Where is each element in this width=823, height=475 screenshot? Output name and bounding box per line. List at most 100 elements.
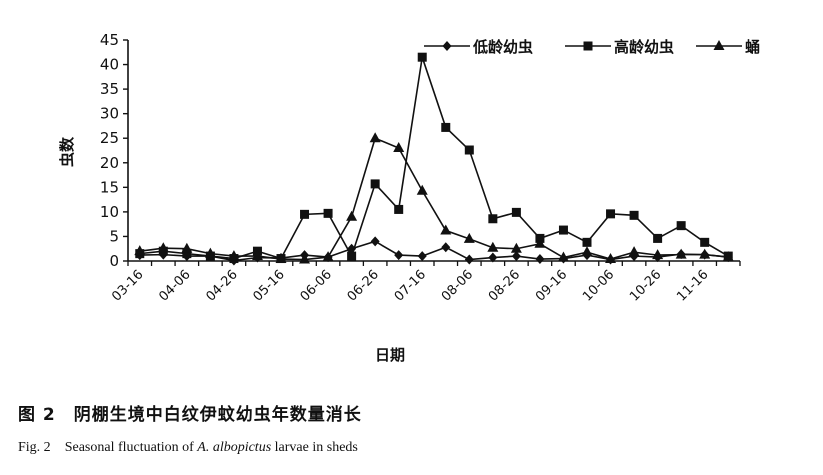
x-tick-label: 09-16: [533, 267, 570, 304]
caption-text-english-1: Seasonal fluctuation of: [64, 440, 198, 455]
y-axis-label: 虫数: [58, 136, 76, 167]
axes: [127, 40, 740, 262]
data-point-diamond: [394, 250, 404, 261]
y-tick-label: 5: [109, 227, 119, 245]
x-tick-label: 04-06: [156, 267, 193, 304]
y-tick-label: 25: [100, 129, 119, 147]
series-layer: [134, 52, 734, 266]
series-line-square: [139, 56, 729, 260]
y-tick-label: 45: [100, 31, 119, 49]
x-axis-ticks: 03-16 04-06 04-26 05-16 06-06 06-26 07-16 08-06…: [109, 261, 741, 305]
data-point-triangle: [722, 251, 734, 262]
series-triangle: [134, 132, 734, 264]
data-point-triangle: [369, 132, 381, 143]
data-point-triangle: [652, 249, 664, 260]
data-point-triangle: [157, 242, 169, 253]
x-tick-label: 11-16: [674, 267, 711, 304]
data-point-triangle: [393, 142, 405, 153]
legend: 低龄幼虫 高龄幼虫 蛹: [424, 38, 760, 56]
data-point-triangle: [557, 251, 569, 262]
figure-caption-english: Fig. 2 Seasonal fluctuation of A. albopic…: [18, 440, 358, 456]
data-point-square: [370, 179, 380, 189]
data-point-triangle: [228, 250, 240, 261]
x-tick-label: 06-06: [298, 267, 335, 304]
x-tick-label: 08-26: [486, 267, 523, 304]
data-point-triangle: [416, 184, 428, 195]
legend-label: 蛹: [745, 38, 760, 56]
x-tick-label: 10-06: [580, 267, 617, 304]
data-point-square: [417, 52, 427, 62]
y-axis-ticks: 0 5 10 15 20 25 30 35 40 45: [100, 31, 128, 270]
data-point-triangle: [251, 250, 263, 261]
data-point-square: [558, 225, 568, 235]
data-point-triangle: [322, 251, 334, 262]
data-point-diamond: [464, 254, 474, 265]
data-point-diamond: [417, 251, 427, 262]
data-point-square: [347, 251, 357, 261]
legend-marker-square: [583, 41, 593, 51]
data-point-triangle: [581, 246, 593, 257]
data-point-square: [676, 221, 686, 231]
data-point-square: [511, 207, 521, 217]
data-point-square: [182, 249, 192, 259]
data-point-triangle: [299, 253, 311, 264]
legend-label: 低龄幼虫: [472, 38, 533, 56]
data-point-square: [394, 204, 404, 214]
x-tick-label: 08-06: [439, 267, 476, 304]
caption-text-chinese: 阴棚生境中白纹伊蚊幼虫年数量消长: [73, 405, 362, 425]
y-tick-label: 10: [100, 203, 119, 221]
data-point-square: [582, 237, 592, 247]
data-point-triangle: [699, 248, 711, 259]
data-point-square: [300, 209, 310, 219]
legend-marker-triangle: [713, 40, 725, 50]
y-tick-label: 40: [100, 56, 119, 74]
data-point-square: [323, 208, 333, 218]
data-point-triangle: [510, 242, 522, 253]
data-point-diamond: [488, 252, 498, 263]
x-tick-label: 04-26: [203, 267, 240, 304]
x-tick-label: 03-16: [109, 267, 146, 304]
data-point-triangle: [440, 224, 452, 235]
figure-caption-chinese: 图 2 阴棚生境中白纹伊蚊幼虫年数量消长: [18, 400, 362, 425]
data-point-square: [653, 233, 663, 243]
data-point-triangle: [463, 232, 475, 243]
legend-label: 高龄幼虫: [614, 38, 674, 56]
data-point-triangle: [605, 253, 617, 264]
series-square: [135, 52, 733, 264]
y-tick-label: 20: [100, 154, 119, 172]
data-point-triangle: [181, 242, 193, 253]
data-point-triangle: [487, 241, 499, 252]
caption-text-english-2: larvae in sheds: [271, 440, 358, 455]
data-point-diamond: [441, 242, 451, 253]
data-point-square: [700, 237, 710, 247]
legend-item-square: 高龄幼虫: [565, 38, 674, 56]
data-point-triangle: [675, 248, 687, 259]
x-tick-label: 10-26: [627, 267, 664, 304]
data-point-triangle: [628, 246, 640, 257]
series-line-triangle: [139, 137, 729, 261]
y-tick-label: 35: [100, 80, 119, 98]
legend-item-diamond: 低龄幼虫: [424, 38, 533, 56]
data-point-square: [464, 145, 474, 155]
data-point-triangle: [534, 237, 546, 248]
x-tick-label: 06-26: [345, 267, 382, 304]
x-axis-label: 日期: [375, 346, 405, 364]
figure-number-english: Fig. 2: [18, 440, 51, 455]
y-tick-label: 15: [100, 178, 119, 196]
data-point-square: [488, 214, 498, 224]
x-tick-label: 07-16: [392, 267, 429, 304]
x-tick-label: 05-16: [251, 267, 288, 304]
data-point-square: [606, 209, 616, 219]
data-point-diamond: [511, 251, 521, 262]
y-tick-label: 30: [100, 105, 119, 123]
data-point-triangle: [204, 247, 216, 258]
figure-number-chinese: 图 2: [18, 405, 56, 425]
data-point-square: [629, 210, 639, 220]
data-point-diamond: [535, 254, 545, 265]
legend-marker-diamond: [442, 41, 452, 51]
data-point-diamond: [370, 236, 380, 247]
data-point-square: [441, 122, 451, 132]
data-point-triangle: [134, 245, 146, 256]
legend-item-triangle: 蛹: [696, 38, 760, 56]
